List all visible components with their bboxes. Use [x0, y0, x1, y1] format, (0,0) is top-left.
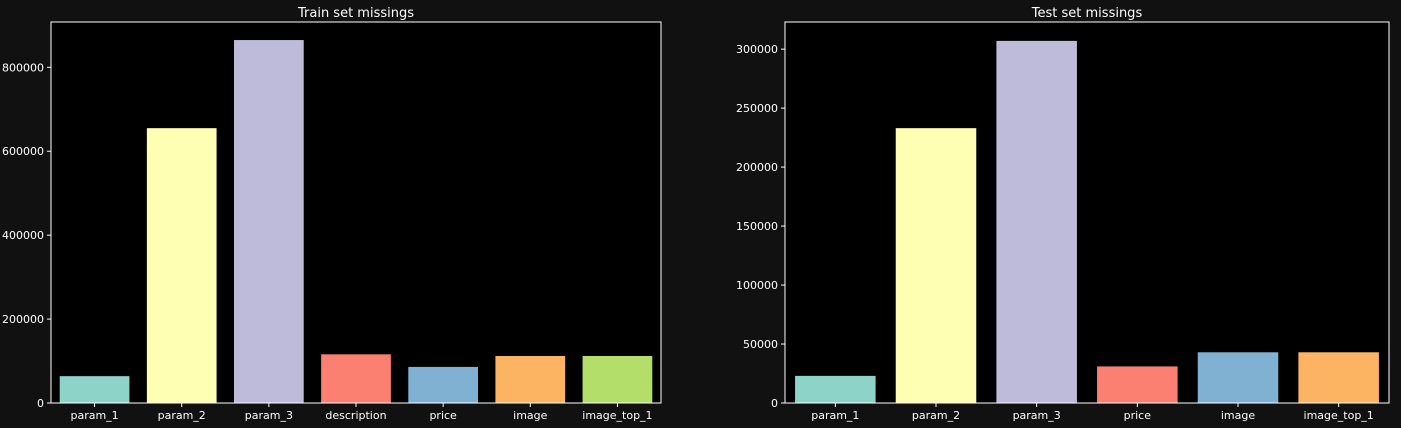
test-y-tick-label: 300000	[736, 43, 778, 56]
test-y-tick-label: 50000	[743, 338, 778, 351]
test-chart: 0 50000 100000 150000 200000 250000 300000 par…	[736, 6, 1390, 422]
test-x-tick-label: param_2	[912, 409, 960, 422]
train-x-tick-label: param_1	[70, 409, 118, 422]
train-y-tick-label: 0	[37, 397, 44, 410]
train-x-tick-label: image	[513, 409, 547, 422]
test-bar	[1197, 352, 1279, 403]
train-bar	[495, 356, 566, 403]
train-x-tick-label: description	[325, 409, 386, 422]
test-bar	[1097, 366, 1178, 403]
train-chart-title: Train set missings	[297, 6, 414, 21]
test-y-tick-label: 0	[771, 397, 778, 410]
train-x-tick-label: price	[429, 409, 457, 422]
test-x-tick-label: price	[1124, 409, 1152, 422]
test-x-tick-label: param_1	[811, 409, 859, 422]
train-x-tick-label: param_3	[245, 409, 293, 422]
test-y-tick-label: 150000	[736, 220, 778, 233]
test-bar	[795, 375, 876, 403]
train-plot-area	[51, 22, 661, 403]
train-y-tick-label: 400000	[2, 229, 44, 242]
test-plot-frame	[784, 21, 1390, 404]
test-bar	[1298, 352, 1379, 403]
test-x-tick-label: image	[1221, 409, 1255, 422]
test-x-tick-label: param_3	[1013, 409, 1061, 422]
test-y-tick-label: 100000	[736, 279, 778, 292]
test-bar	[996, 40, 1077, 403]
train-plot-frame	[50, 21, 662, 404]
train-y-tick-label: 600000	[2, 145, 44, 158]
test-y-tick-label: 250000	[736, 102, 778, 115]
train-bar	[234, 40, 304, 404]
train-y-tick-label: 800000	[2, 61, 44, 74]
train-y-tick-label: 200000	[2, 313, 44, 326]
train-x-tick-label: param_2	[158, 409, 206, 422]
test-chart-title: Test set missings	[1031, 6, 1143, 21]
test-plot-area	[785, 22, 1389, 403]
train-bar	[321, 354, 391, 403]
train-bar	[582, 356, 653, 403]
train-bar	[408, 366, 478, 403]
train-bar	[59, 376, 130, 403]
train-x-tick-label: image_top_1	[582, 409, 652, 422]
train-bar	[146, 128, 217, 403]
test-x-tick-label: image_top_1	[1304, 409, 1374, 422]
test-bar	[895, 128, 977, 403]
train-chart: 0 200000 400000 600000 800000 param_1 param_2…	[2, 6, 662, 422]
test-y-tick-label: 200000	[736, 161, 778, 174]
